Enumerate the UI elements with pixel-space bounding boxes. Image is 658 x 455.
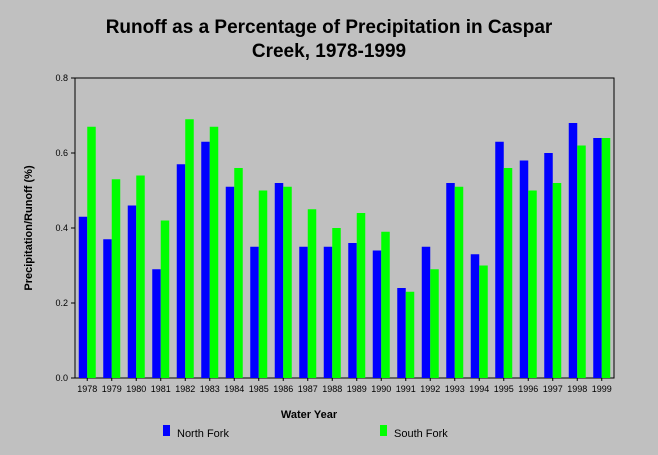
x-tick-label: 1998 [567, 384, 587, 394]
x-tick-label: 1993 [445, 384, 465, 394]
legend-swatch-south-fork [380, 425, 387, 436]
y-tick-label: 0.6 [55, 148, 68, 158]
bar-south-fork-1989 [356, 213, 366, 378]
bar-south-fork-1999 [601, 138, 611, 378]
bar-north-fork-1993 [446, 183, 455, 378]
x-tick-label: 1984 [224, 384, 244, 394]
x-axis-label: Water Year [281, 409, 338, 421]
bar-south-fork-1984 [234, 168, 243, 378]
x-tick-label: 1991 [396, 384, 416, 394]
bar-south-fork-1997 [552, 183, 562, 378]
bar-north-fork-1992 [421, 246, 431, 378]
bar-north-fork-1998 [568, 123, 578, 378]
x-tick-label: 1982 [175, 384, 195, 394]
x-tick-label: 1996 [518, 384, 538, 394]
bar-north-fork-1987 [299, 246, 308, 378]
x-tick-label: 1987 [298, 384, 318, 394]
bar-north-fork-1999 [593, 138, 602, 378]
chart-title-line-2: Creek, 1978-1999 [252, 41, 406, 62]
y-axis-label: Precipitation/Runoff (%) [23, 165, 35, 291]
x-axis-ticks: 1978 1979 1980 1981 1982 1983 1984 1985 1986 1987… [77, 378, 612, 394]
bar-north-fork-1994 [470, 254, 480, 378]
x-tick-label: 1992 [420, 384, 440, 394]
bar-south-fork-1983 [209, 126, 219, 378]
bar-south-fork-1978 [87, 126, 96, 378]
bar-north-fork-1986 [274, 183, 284, 378]
bars-group [78, 119, 611, 378]
chart-title-line-1: Runoff as a Percentage of Precipitation … [106, 17, 553, 38]
x-tick-label: 1995 [494, 384, 514, 394]
x-tick-label: 1994 [469, 384, 489, 394]
x-tick-label: 1983 [200, 384, 220, 394]
bar-north-fork-1985 [250, 246, 259, 378]
bar-south-fork-1998 [577, 145, 586, 378]
bar-north-fork-1990 [372, 250, 382, 378]
y-tick-label: 0.4 [55, 223, 68, 233]
bar-south-fork-1988 [332, 228, 341, 378]
x-tick-label: 1980 [126, 384, 146, 394]
bar-south-fork-1992 [430, 269, 439, 378]
x-tick-label: 1979 [102, 384, 122, 394]
x-tick-label: 1989 [347, 384, 367, 394]
y-tick-label: 0.8 [55, 73, 68, 83]
bar-south-fork-1986 [283, 186, 292, 378]
legend: North Fork South Fork [163, 425, 448, 440]
bar-north-fork-1988 [323, 246, 333, 378]
bar-north-fork-1982 [176, 164, 186, 378]
bar-south-fork-1996 [528, 190, 537, 378]
bar-north-fork-1995 [495, 141, 504, 378]
bar-south-fork-1980 [136, 175, 145, 378]
legend-swatch-north-fork [163, 425, 170, 436]
x-tick-label: 1990 [371, 384, 391, 394]
y-tick-label: 0.2 [55, 298, 68, 308]
bar-south-fork-1994 [479, 265, 488, 378]
bar-south-fork-1995 [503, 168, 513, 378]
y-axis-ticks: 0.0 0.2 0.4 0.6 0.8 [55, 73, 75, 383]
bar-south-fork-1987 [307, 209, 317, 378]
x-tick-label: 1985 [249, 384, 269, 394]
x-tick-label: 1988 [322, 384, 342, 394]
x-tick-label: 1978 [77, 384, 97, 394]
bar-south-fork-1991 [405, 291, 415, 378]
legend-label-south-fork: South Fork [394, 428, 448, 440]
bar-south-fork-1993 [454, 186, 464, 378]
bar-north-fork-1984 [225, 186, 235, 378]
bar-north-fork-1996 [519, 160, 529, 378]
bar-north-fork-1980 [127, 205, 137, 378]
bar-north-fork-1997 [544, 153, 553, 378]
bar-north-fork-1989 [348, 243, 357, 378]
bar-north-fork-1981 [152, 269, 161, 378]
y-tick-label: 0.0 [55, 373, 68, 383]
bar-north-fork-1991 [397, 288, 406, 378]
bar-south-fork-1990 [381, 231, 390, 378]
x-tick-label: 1999 [592, 384, 612, 394]
bar-south-fork-1979 [111, 179, 121, 378]
bar-north-fork-1983 [201, 141, 210, 378]
legend-label-north-fork: North Fork [177, 428, 229, 440]
bar-south-fork-1985 [258, 190, 268, 378]
bar-north-fork-1978 [78, 216, 88, 378]
bar-south-fork-1981 [160, 220, 170, 378]
x-tick-label: 1981 [151, 384, 171, 394]
x-tick-label: 1986 [273, 384, 293, 394]
bar-south-fork-1982 [185, 119, 194, 378]
x-tick-label: 1997 [543, 384, 563, 394]
bar-north-fork-1979 [103, 239, 112, 378]
